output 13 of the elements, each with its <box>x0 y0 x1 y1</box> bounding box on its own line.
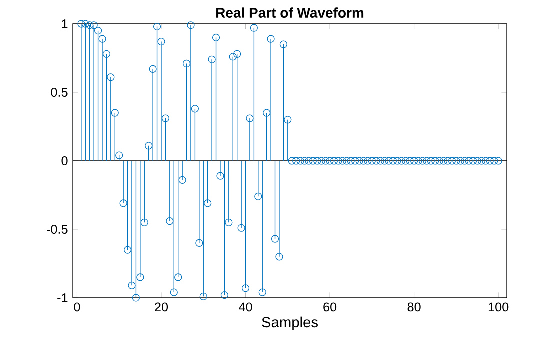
y-tick-label: -1 <box>58 294 68 302</box>
chart-title: Real Part of Waveform <box>216 8 364 18</box>
x-axis-title: Samples <box>262 316 318 330</box>
x-tick-label: 20 <box>155 302 168 312</box>
y-tick-label: 1 <box>62 20 68 28</box>
x-tick-label: 40 <box>239 302 252 312</box>
x-tick-label: 60 <box>324 302 337 312</box>
y-tick-label: 0 <box>62 156 68 166</box>
y-tick-label: -0.5 <box>47 225 68 234</box>
x-tick-label: 100 <box>488 302 509 312</box>
x-tick-label: 0 <box>74 302 80 312</box>
x-tick-label: 80 <box>408 302 421 312</box>
y-tick-label: 0.5 <box>51 88 68 97</box>
